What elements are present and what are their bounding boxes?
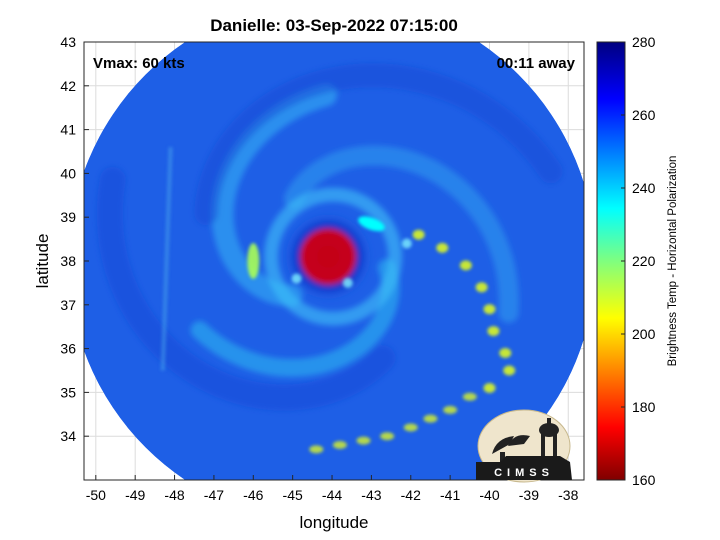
x-tick-label: -45 — [283, 487, 303, 503]
colorbar-label: Brightness Temp - Horizontal Polarizatio… — [667, 156, 679, 367]
y-tick-label: 43 — [60, 34, 76, 50]
x-tick-label: -43 — [361, 487, 381, 503]
vmax-annotation: Vmax: 60 kts — [93, 55, 185, 72]
rain-cell — [503, 365, 516, 376]
rain-cell — [483, 383, 496, 394]
x-tick-label: -41 — [440, 487, 460, 503]
cloud-band — [190, 258, 400, 377]
colorbar-tick-label: 180 — [632, 399, 656, 415]
rain-cell — [380, 432, 395, 441]
x-tick-label: -38 — [558, 487, 578, 503]
rain-cell — [412, 229, 425, 240]
rain-cell — [475, 282, 488, 293]
y-tick-label: 37 — [60, 297, 76, 313]
colorbar-tick-label: 200 — [632, 326, 656, 342]
rain-cell — [499, 347, 512, 358]
colorbar — [596, 41, 626, 481]
y-tick-label: 42 — [60, 78, 76, 94]
rainband-west — [247, 243, 260, 279]
cloud-band — [211, 84, 337, 307]
microwave-swath — [84, 42, 584, 480]
logo-text: CIMSS — [494, 467, 554, 479]
x-tick-label: -44 — [322, 487, 342, 503]
rain-cell — [443, 405, 458, 414]
cloud-band — [194, 63, 563, 226]
rain-cell — [459, 260, 472, 271]
rain-cell — [487, 326, 500, 337]
rain-cell — [332, 440, 347, 449]
cloud-band — [283, 145, 520, 323]
rain-cell — [291, 273, 302, 284]
y-tick-label: 36 — [60, 341, 76, 357]
rain-cell — [483, 304, 496, 315]
colorbar-tick-label: 240 — [632, 180, 656, 196]
rain-cell — [423, 414, 438, 423]
rain-cell — [342, 277, 353, 288]
colorbar-tick-label: 220 — [632, 253, 656, 269]
time-offset-annotation: 00:11 away — [497, 55, 576, 72]
colorbar-tick-label: 280 — [632, 34, 656, 50]
rain-cell — [403, 423, 418, 432]
y-axis-label: latitude — [33, 234, 52, 289]
y-tick-label: 38 — [60, 253, 76, 269]
rain-cell — [356, 436, 371, 445]
rain-cell — [462, 392, 477, 401]
colorbar-tick-label: 260 — [632, 107, 656, 123]
y-tick-label: 40 — [60, 165, 76, 181]
colorbar-ticks: 160 180 200 220 240 260 280 — [621, 34, 656, 488]
rain-cell — [436, 242, 449, 253]
cimss-logo: CIMSS — [476, 409, 572, 483]
scan-seam — [160, 147, 173, 371]
storm-eye-core — [300, 228, 357, 285]
colorbar-tick-label: 160 — [632, 472, 656, 488]
y-tick-label: 34 — [60, 428, 76, 444]
x-axis-label: longitude — [299, 513, 368, 532]
y-tick-label: 41 — [60, 122, 76, 138]
y-axis-ticks: 34 35 36 37 38 39 40 41 42 43 — [60, 34, 89, 444]
cloud-band — [96, 167, 396, 411]
chart-title: Danielle: 03-Sep-2022 07:15:00 — [210, 16, 458, 35]
y-tick-label: 39 — [60, 209, 76, 225]
x-tick-label: -46 — [243, 487, 263, 503]
rain-cell — [401, 238, 412, 249]
rain-cell — [309, 445, 324, 454]
eyewall-ring — [264, 187, 403, 326]
x-tick-label: -40 — [479, 487, 499, 503]
x-tick-label: -42 — [401, 487, 421, 503]
x-tick-label: -49 — [125, 487, 145, 503]
x-axis-ticks: -50 -49 -48 -47 -46 -45 -44 -43 -42 -41 -40 -39 -38 — [86, 475, 579, 503]
x-tick-label: -48 — [164, 487, 184, 503]
x-tick-label: -39 — [519, 487, 539, 503]
warm-spot — [358, 216, 385, 232]
x-tick-label: -47 — [204, 487, 224, 503]
x-tick-label: -50 — [86, 487, 106, 503]
y-tick-label: 35 — [60, 384, 76, 400]
